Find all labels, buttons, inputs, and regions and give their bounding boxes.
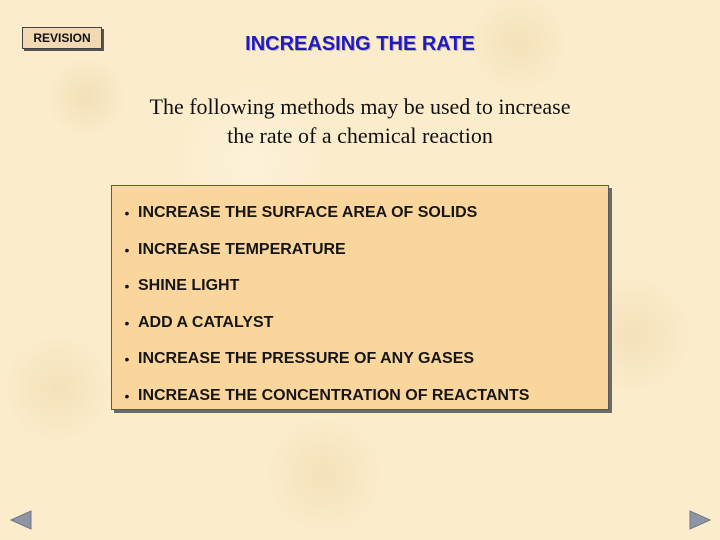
method-text: INCREASE THE PRESSURE OF ANY GASES	[138, 350, 475, 368]
previous-slide-button[interactable]	[10, 510, 32, 530]
list-item: • INCREASE THE SURFACE AREA OF SOLIDS	[112, 195, 608, 232]
list-item: • SHINE LIGHT	[112, 268, 608, 305]
slide-title: INCREASING THE RATE	[245, 33, 475, 55]
methods-box: • INCREASE THE SURFACE AREA OF SOLIDS • …	[111, 185, 609, 410]
methods-list: • INCREASE THE SURFACE AREA OF SOLIDS • …	[112, 186, 608, 414]
bullet: •	[124, 314, 130, 331]
bullet: •	[124, 387, 130, 404]
next-slide-button[interactable]	[689, 510, 711, 530]
triangle-left-icon	[10, 510, 32, 530]
method-text: ADD A CATALYST	[138, 313, 274, 331]
method-text: SHINE LIGHT	[138, 277, 240, 295]
bullet: •	[124, 241, 130, 258]
revision-button[interactable]: REVISION	[22, 27, 102, 49]
method-text: INCREASE THE CONCENTRATION OF REACTANTS	[138, 386, 530, 404]
list-item: • ADD A CATALYST	[112, 305, 608, 342]
list-item: • INCREASE TEMPERATURE	[112, 232, 608, 269]
method-text: INCREASE TEMPERATURE	[138, 240, 346, 258]
list-item: • INCREASE THE PRESSURE OF ANY GASES	[112, 341, 608, 378]
method-text: INCREASE THE SURFACE AREA OF SOLIDS	[138, 204, 478, 222]
intro-text: The following methods may be used to inc…	[149, 94, 571, 148]
list-item: • INCREASE THE CONCENTRATION OF REACTANT…	[112, 378, 608, 415]
bullet: •	[124, 205, 130, 222]
bullet: •	[124, 351, 130, 368]
bullet: •	[124, 278, 130, 295]
triangle-right-icon	[689, 510, 711, 530]
